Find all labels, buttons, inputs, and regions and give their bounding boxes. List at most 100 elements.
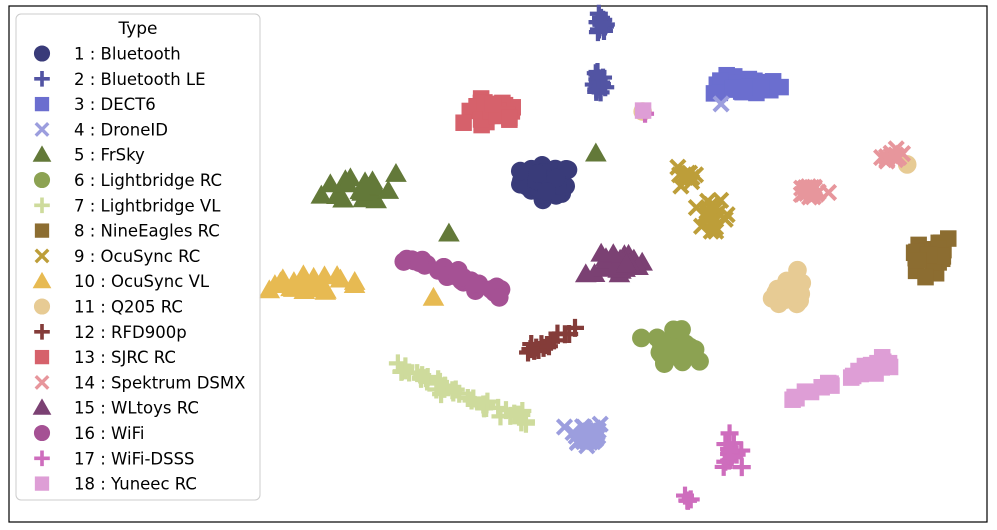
data-point — [589, 4, 608, 23]
legend-label: 3 : DECT6 — [74, 95, 156, 114]
legend-label: 15 : WLtoys RC — [74, 399, 199, 418]
data-point — [489, 398, 508, 417]
data-point — [336, 173, 359, 193]
legend-label: 14 : Spektrum DSMX — [74, 373, 245, 392]
legend-marker — [34, 450, 50, 467]
legend-item: 5 : FrSky — [32, 145, 145, 165]
data-point — [484, 95, 502, 113]
data-point — [585, 142, 607, 162]
legend-label: 11 : Q205 RC — [74, 298, 183, 317]
data-point — [510, 161, 530, 181]
legend-marker — [34, 197, 50, 214]
data-point — [705, 210, 723, 228]
legend-marker — [34, 248, 50, 264]
data-point — [351, 181, 373, 201]
series-3 — [705, 66, 789, 102]
data-point — [546, 168, 566, 188]
series-6 — [632, 320, 709, 373]
data-point — [566, 318, 585, 337]
data-point — [377, 180, 400, 199]
series-2 — [584, 4, 615, 102]
legend-marker — [32, 145, 52, 162]
data-point — [842, 369, 860, 386]
legend-marker — [33, 424, 51, 442]
legend-marker — [34, 349, 50, 365]
data-point — [777, 271, 796, 291]
data-point — [917, 268, 934, 286]
legend-label: 16 : WiFi — [74, 424, 144, 443]
legend-label: 2 : Bluetooth LE — [74, 70, 206, 89]
data-point — [310, 184, 333, 204]
data-point — [732, 458, 751, 477]
data-point — [886, 151, 905, 169]
legend-item: 14 : Spektrum DSMX — [34, 373, 245, 392]
legend-marker — [34, 223, 50, 238]
data-point — [568, 434, 586, 452]
series-10 — [258, 264, 445, 306]
data-point — [720, 424, 739, 443]
data-point — [455, 114, 472, 131]
data-point — [681, 340, 701, 359]
legend-box — [15, 13, 261, 501]
legend-label: 12 : RFD900p — [74, 323, 187, 342]
data-point — [752, 79, 770, 96]
data-point — [537, 182, 557, 201]
legend-marker — [34, 121, 50, 137]
series-9 — [669, 158, 736, 240]
legend-label: 5 : FrSky — [74, 146, 145, 165]
data-point — [880, 354, 898, 372]
data-point — [438, 222, 460, 242]
data-point — [822, 375, 839, 392]
legend-item: 6 : Lightbridge RC — [33, 171, 222, 190]
legend-item: 11 : Q205 RC — [33, 298, 183, 317]
data-point — [793, 179, 811, 197]
legend-marker — [34, 71, 50, 87]
data-point — [669, 158, 687, 176]
data-point — [714, 457, 733, 476]
legend-item: 7 : Lightbridge VL — [34, 196, 221, 215]
legend-label: 13 : SJRC RC — [74, 348, 176, 367]
data-point — [819, 183, 838, 202]
legend-item: 4 : DroneID — [34, 120, 168, 139]
data-point — [664, 320, 683, 340]
data-point — [516, 412, 535, 431]
data-point — [410, 253, 429, 273]
legend-marker — [34, 324, 50, 340]
data-point — [319, 173, 342, 193]
data-point — [777, 289, 796, 309]
data-point — [676, 486, 695, 505]
series-17 — [636, 104, 751, 510]
data-point — [712, 95, 730, 113]
data-point — [365, 189, 387, 209]
legend-item: 8 : NineEagles RC — [34, 222, 220, 241]
series-13 — [455, 90, 521, 134]
legend-marker — [33, 171, 51, 189]
data-point — [505, 404, 524, 423]
data-point — [280, 277, 302, 297]
series-5 — [310, 142, 607, 242]
data-point — [478, 392, 497, 411]
data-point — [412, 369, 431, 388]
legend-item: 18 : Yuneec RC — [34, 475, 197, 494]
legend-label: 8 : NineEagles RC — [74, 222, 220, 241]
legend-label: 10 : OcuSync VL — [74, 272, 210, 291]
legend-item: 1 : Bluetooth — [33, 45, 181, 64]
legend-marker — [34, 476, 50, 491]
data-point — [422, 286, 445, 306]
legend-marker — [33, 298, 51, 315]
legend-marker — [34, 374, 50, 390]
legend-label: 9 : OcuSync RC — [74, 247, 200, 266]
legend-item: 17 : WiFi-DSSS — [34, 449, 195, 468]
data-point — [501, 109, 518, 127]
legend-marker — [32, 398, 52, 415]
data-point — [489, 288, 509, 307]
data-point — [867, 365, 884, 382]
series-16 — [394, 249, 511, 307]
data-point — [615, 253, 638, 273]
legend-item: 12 : RFD900p — [34, 323, 187, 342]
series-8 — [905, 230, 957, 286]
data-point — [574, 263, 597, 283]
data-point — [588, 63, 607, 82]
legend-item: 10 : OcuSync VL — [32, 271, 210, 291]
